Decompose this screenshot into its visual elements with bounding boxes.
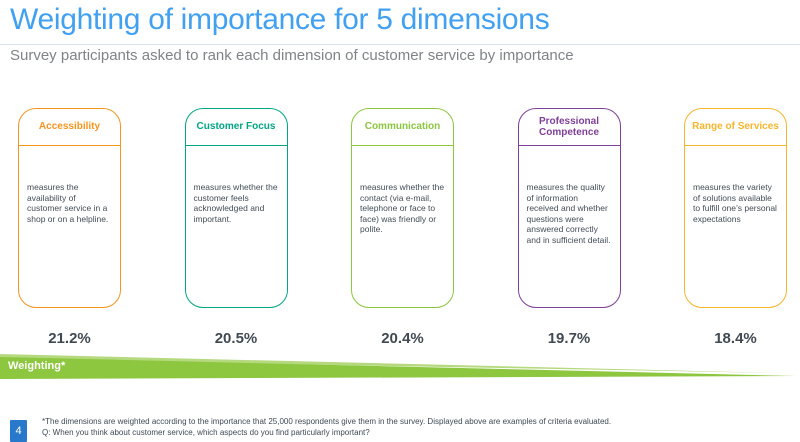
card-range-of-services: Range of Services measures the variety o…	[684, 108, 787, 308]
weighting-label: Weighting*	[8, 360, 66, 372]
card-communication: Communication measures whether the conta…	[351, 108, 454, 308]
footnote-weighting: *The dimensions are weighted according t…	[42, 417, 612, 426]
title-divider	[0, 44, 800, 45]
weight-value: 21.2%	[48, 330, 91, 347]
card-title: Accessibility	[19, 109, 120, 146]
weight-value: 19.7%	[547, 330, 591, 347]
wedge-highlight-shape	[0, 354, 780, 373]
page-subtitle: Survey participants asked to rank each d…	[10, 47, 574, 64]
weight-value: 20.5%	[214, 330, 258, 347]
card-accessibility: Accessibility measures the availability …	[18, 108, 121, 308]
card-customer-focus: Customer Focus measures whether the cust…	[184, 108, 288, 308]
page-number: 4	[15, 425, 22, 437]
page-title: Weighting of importance for 5 dimensions	[10, 3, 550, 36]
wedge-main-shape	[0, 357, 796, 379]
wedge-graphic	[0, 354, 796, 379]
weight-value: 20.4%	[381, 330, 424, 347]
card-description: measures the variety of solutions availa…	[693, 182, 777, 224]
footnotes: *The dimensions are weighted according t…	[42, 417, 762, 438]
card-title: Professional Competence	[518, 109, 620, 146]
footnote-question: Q: When you think about customer service…	[42, 427, 370, 437]
card-description: measures whether the contact (via e-mail…	[360, 182, 445, 235]
page-number-badge: 4	[10, 420, 27, 442]
weighting-wedge: Weighting*	[0, 352, 800, 382]
card-description: measures the quality of information rece…	[526, 182, 611, 245]
card-description: measures whether the customer feels ackn…	[193, 182, 278, 224]
card-title: Customer Focus	[185, 109, 287, 146]
card-description: measures the availability of customer se…	[27, 182, 109, 224]
card-title: Range of Services	[685, 109, 786, 146]
weight-value: 18.4%	[714, 330, 757, 347]
card-title: Communication	[352, 109, 453, 146]
dimension-cards: Accessibility measures the availability …	[18, 108, 787, 308]
card-professional-competence: Professional Competence measures the qua…	[517, 108, 621, 308]
weight-values: 21.2% 20.5% 20.4% 19.7% 18.4%	[18, 330, 787, 347]
